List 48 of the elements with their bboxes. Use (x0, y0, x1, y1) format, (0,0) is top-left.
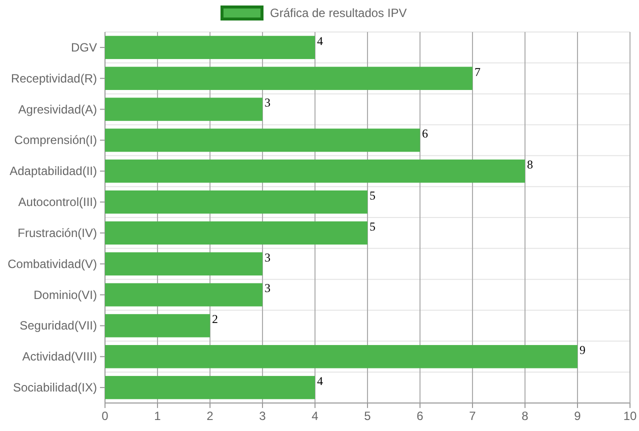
x-tick-label: 8 (522, 409, 529, 423)
bar (105, 190, 368, 214)
x-tick-label: 1 (154, 409, 162, 423)
x-tick-label: 0 (102, 409, 109, 423)
x-tick-label: 5 (364, 409, 372, 423)
x-tick-label: 9 (574, 409, 582, 423)
bar (105, 376, 315, 400)
data-label: 8 (527, 158, 533, 172)
y-tick-label: Receptividad(R) (10, 71, 97, 86)
data-label: 4 (317, 374, 323, 388)
y-tick-label: Seguridad(VII) (20, 318, 97, 333)
bar (105, 160, 525, 183)
y-tick-label: Actividad(VIII) (22, 350, 97, 364)
y-tick-label: Combatividad(V) (8, 256, 97, 271)
bar (105, 314, 210, 338)
y-tick-label: Comprensión(I) (14, 133, 97, 148)
y-tick-label: Sociabilidad(IX) (12, 380, 97, 395)
data-label: 9 (580, 343, 586, 358)
y-tick-label: Dominio(VI) (34, 288, 97, 302)
bar (105, 221, 368, 245)
data-label: 5 (370, 188, 376, 202)
data-label: 7 (474, 64, 480, 79)
y-tick-label: Frustración(IV) (18, 226, 97, 240)
data-label: 3 (264, 281, 270, 296)
data-label: 6 (422, 126, 428, 141)
bar (105, 36, 315, 60)
x-tick-label: 10 (623, 409, 637, 423)
bar (105, 345, 578, 368)
bar (105, 98, 262, 121)
data-label: 4 (317, 34, 323, 48)
bar (105, 66, 472, 90)
data-label: 3 (264, 250, 270, 264)
x-tick-label: 2 (206, 409, 214, 423)
legend-label: Gráfica de resultados IPV (270, 6, 407, 20)
y-tick-label: Agresividad(A) (18, 102, 97, 116)
y-tick-label: Autocontrol(III) (18, 195, 97, 210)
y-tick-label: DGV (70, 40, 97, 54)
x-tick-label: 4 (312, 409, 319, 423)
data-label: 2 (212, 312, 218, 326)
bar (105, 128, 420, 152)
data-label: 5 (370, 219, 376, 234)
x-tick-label: 6 (416, 409, 424, 423)
bar (105, 283, 262, 306)
x-tick-label: 7 (469, 409, 476, 423)
data-label: 3 (264, 96, 270, 110)
bar (105, 252, 262, 276)
x-tick-label: 3 (259, 409, 266, 423)
y-tick-label: Adaptabilidad(II) (10, 164, 97, 178)
